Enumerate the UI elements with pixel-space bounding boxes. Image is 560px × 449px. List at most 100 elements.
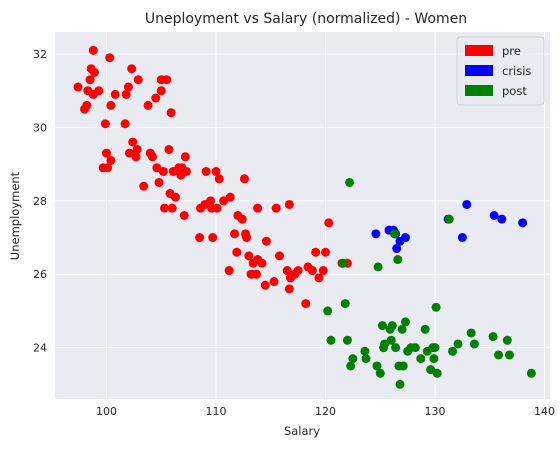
data-point-post [323, 306, 333, 316]
data-point-post [393, 255, 403, 265]
data-points [73, 45, 536, 389]
data-point-post [398, 361, 408, 371]
y-tick-label: 30 [33, 121, 47, 134]
data-point-post [431, 302, 441, 312]
x-tick-label: 120 [315, 405, 336, 418]
data-point-pre [170, 192, 180, 202]
x-tick-label: 110 [205, 405, 226, 418]
data-point-pre [162, 75, 172, 85]
data-point-post [372, 361, 382, 371]
data-point-pre [293, 266, 303, 276]
data-point-pre [282, 266, 292, 276]
tick-labels: 100 110 120 130 140 24 26 28 30 32 [33, 48, 555, 418]
data-point-post [326, 335, 336, 345]
data-point-crisis [392, 244, 402, 254]
data-point-post [389, 229, 399, 239]
data-point-post [488, 332, 498, 342]
data-point-pre [275, 251, 285, 261]
data-point-post [380, 339, 390, 349]
data-point-post [502, 335, 512, 345]
data-point-pre [100, 119, 110, 129]
data-point-post [360, 346, 370, 356]
series-post [323, 177, 536, 389]
data-point-pre [224, 266, 234, 276]
legend-label-pre: pre [502, 44, 521, 58]
data-point-post [346, 361, 356, 371]
data-point-post [345, 177, 355, 187]
data-point-pre [301, 299, 311, 309]
data-point-pre [82, 100, 92, 110]
data-point-crisis [497, 214, 507, 224]
data-point-pre [151, 93, 161, 103]
data-point-pre [101, 148, 111, 158]
data-point-pre [232, 247, 242, 257]
data-point-post [432, 368, 442, 378]
y-tick-label: 28 [33, 195, 47, 208]
data-point-post [444, 214, 454, 224]
data-point-pre [131, 152, 141, 162]
data-point-pre [132, 144, 142, 154]
data-point-post [410, 343, 420, 353]
data-point-post [504, 350, 514, 360]
y-tick-label: 32 [33, 48, 47, 61]
data-point-pre [152, 163, 162, 173]
y-tick-label: 26 [33, 268, 47, 281]
legend-swatch-pre [465, 45, 493, 56]
data-point-pre [211, 166, 221, 176]
data-point-pre [158, 166, 168, 176]
data-point-post [373, 262, 383, 272]
data-point-pre [244, 251, 254, 261]
data-point-post [420, 324, 430, 334]
data-point-pre [156, 86, 166, 96]
data-point-pre [225, 192, 235, 202]
data-point-pre [320, 247, 330, 257]
data-point-pre [269, 277, 279, 287]
data-point-post [448, 346, 458, 356]
data-point-pre [257, 258, 267, 268]
data-point-post [429, 354, 439, 364]
y-axis-title: Unemployment [8, 171, 22, 260]
data-point-pre [271, 203, 281, 213]
data-point-crisis [462, 199, 472, 209]
data-point-post [466, 328, 476, 338]
data-point-post [342, 335, 352, 345]
data-point-pre [284, 199, 294, 209]
data-point-post [391, 343, 401, 353]
legend-swatch-post [465, 85, 493, 96]
data-point-post [340, 299, 350, 309]
data-point-post [430, 343, 440, 353]
data-point-pre [88, 45, 98, 55]
data-point-pre [110, 89, 120, 99]
data-point-pre [89, 67, 99, 77]
data-point-pre [195, 233, 205, 243]
data-point-pre [120, 119, 130, 129]
data-point-post [526, 368, 536, 378]
data-point-pre [214, 174, 224, 184]
data-point-pre [314, 273, 324, 283]
data-point-post [338, 258, 348, 268]
legend: pre crisis post [456, 36, 545, 106]
data-point-pre [179, 211, 189, 220]
data-point-pre [121, 89, 131, 99]
data-point-post [348, 354, 358, 364]
data-point-pre [128, 137, 138, 147]
data-point-pre [166, 108, 176, 118]
data-point-pre [260, 280, 270, 290]
y-tick-label: 24 [33, 342, 47, 355]
data-point-pre [147, 152, 157, 162]
data-point-post [386, 335, 396, 345]
data-point-crisis [457, 233, 467, 243]
data-point-post [377, 321, 387, 331]
data-point-pre [127, 64, 137, 74]
data-point-post [400, 317, 410, 327]
data-point-pre [139, 181, 149, 191]
x-axis-title: Salary [284, 424, 320, 438]
data-point-pre [201, 166, 211, 176]
data-point-pre [206, 196, 216, 206]
legend-label-post: post [502, 84, 527, 98]
data-point-pre [160, 203, 170, 213]
data-point-pre [237, 214, 247, 224]
data-point-crisis [518, 218, 528, 228]
